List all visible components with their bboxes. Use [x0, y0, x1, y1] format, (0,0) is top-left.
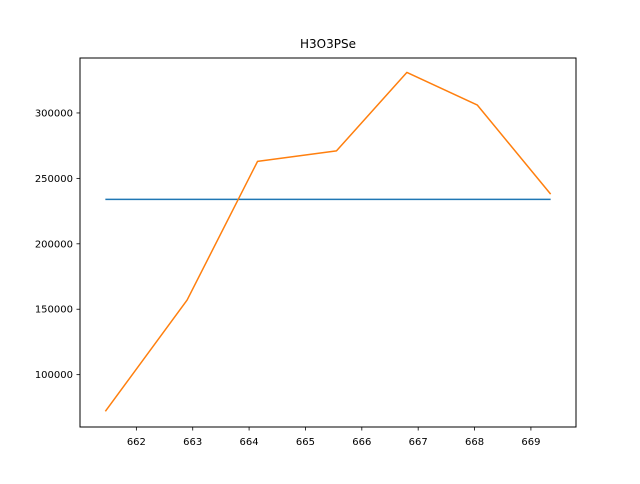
x-tick-label: 665 [296, 437, 315, 448]
y-axis: 100000 150000 200000 250000 300000 [35, 108, 80, 381]
plot-frame [79, 57, 577, 428]
x-tick-label: 668 [465, 437, 484, 448]
series-layer [104, 71, 552, 412]
y-tick-label: 200000 [35, 239, 73, 250]
y-tick-label: 300000 [35, 108, 73, 119]
y-tick-label: 250000 [35, 174, 73, 185]
x-tick-label: 664 [240, 437, 259, 448]
y-tick-label: 100000 [35, 370, 73, 381]
x-tick-label: 667 [409, 437, 428, 448]
x-tick-label: 663 [183, 437, 202, 448]
chart-title: H3O3PSe [300, 37, 356, 51]
series-line-2 [104, 71, 552, 412]
x-axis: 662 663 664 665 666 667 668 669 [127, 427, 540, 448]
y-tick-label: 150000 [35, 305, 73, 316]
x-tick-label: 662 [127, 437, 146, 448]
x-tick-label: 669 [521, 437, 540, 448]
x-tick-label: 666 [352, 437, 371, 448]
